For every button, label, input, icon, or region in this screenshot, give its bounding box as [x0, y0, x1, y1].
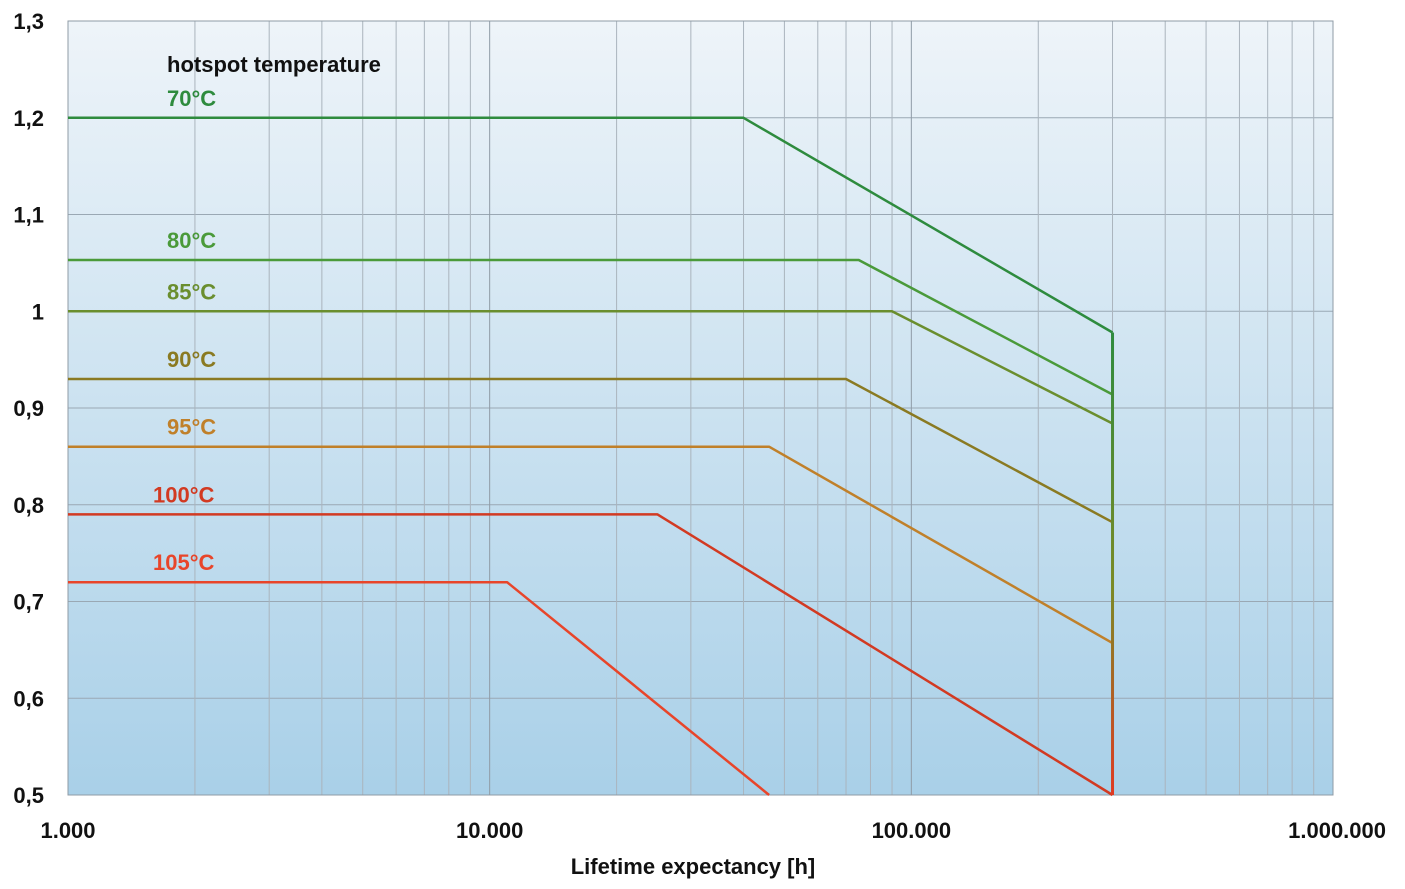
x-tick-label: 100.000 — [872, 818, 952, 843]
x-axis-label: Lifetime expectancy [h] — [571, 854, 816, 879]
y-tick-label: 1 — [32, 299, 44, 324]
plot-border — [67, 20, 1334, 796]
series-lines — [68, 116, 1114, 797]
series-label: 95°C — [167, 415, 216, 440]
series-label: 105°C — [153, 550, 215, 575]
series-line — [68, 377, 1114, 524]
y-tick-label: 1,3 — [13, 9, 44, 34]
series-line — [68, 445, 1114, 645]
y-tick-label: 0,6 — [13, 686, 44, 711]
series-line — [68, 258, 1114, 396]
grid-lines — [67, 20, 1334, 796]
y-tick-label: 0,9 — [13, 396, 44, 421]
series-line — [68, 116, 1114, 334]
x-tick-label: 1.000 — [40, 818, 95, 843]
cutoff-line — [1111, 332, 1115, 795]
y-tick-label: 0,5 — [13, 783, 44, 808]
cutoff-line-group — [1111, 332, 1115, 795]
series-label: 70°C — [167, 86, 216, 111]
y-axis-ticks: 0,5 0,6 0,7 0,8 0,9 1 1,1 1,2 1,3 — [13, 9, 44, 808]
series-label: 100°C — [153, 482, 215, 507]
y-tick-label: 0,8 — [13, 493, 44, 518]
series-label: 85°C — [167, 279, 216, 304]
y-tick-label: 1,2 — [13, 106, 44, 131]
series-label: 80°C — [167, 228, 216, 253]
series-line — [68, 513, 1114, 797]
legend-title: hotspot temperature — [167, 52, 381, 77]
series-line — [68, 310, 1114, 425]
y-tick-label: 1,1 — [13, 203, 44, 228]
x-axis-ticks: 1.000 10.000 100.000 1.000.000 — [40, 818, 1386, 843]
x-tick-label: 10.000 — [456, 818, 523, 843]
x-tick-label: 1.000.000 — [1288, 818, 1386, 843]
series-line — [68, 580, 770, 796]
series-labels: 70°C 80°C 85°C 90°C 95°C 100°C 105°C — [153, 86, 216, 575]
series-label: 90°C — [167, 347, 216, 372]
y-tick-label: 0,7 — [13, 590, 44, 615]
